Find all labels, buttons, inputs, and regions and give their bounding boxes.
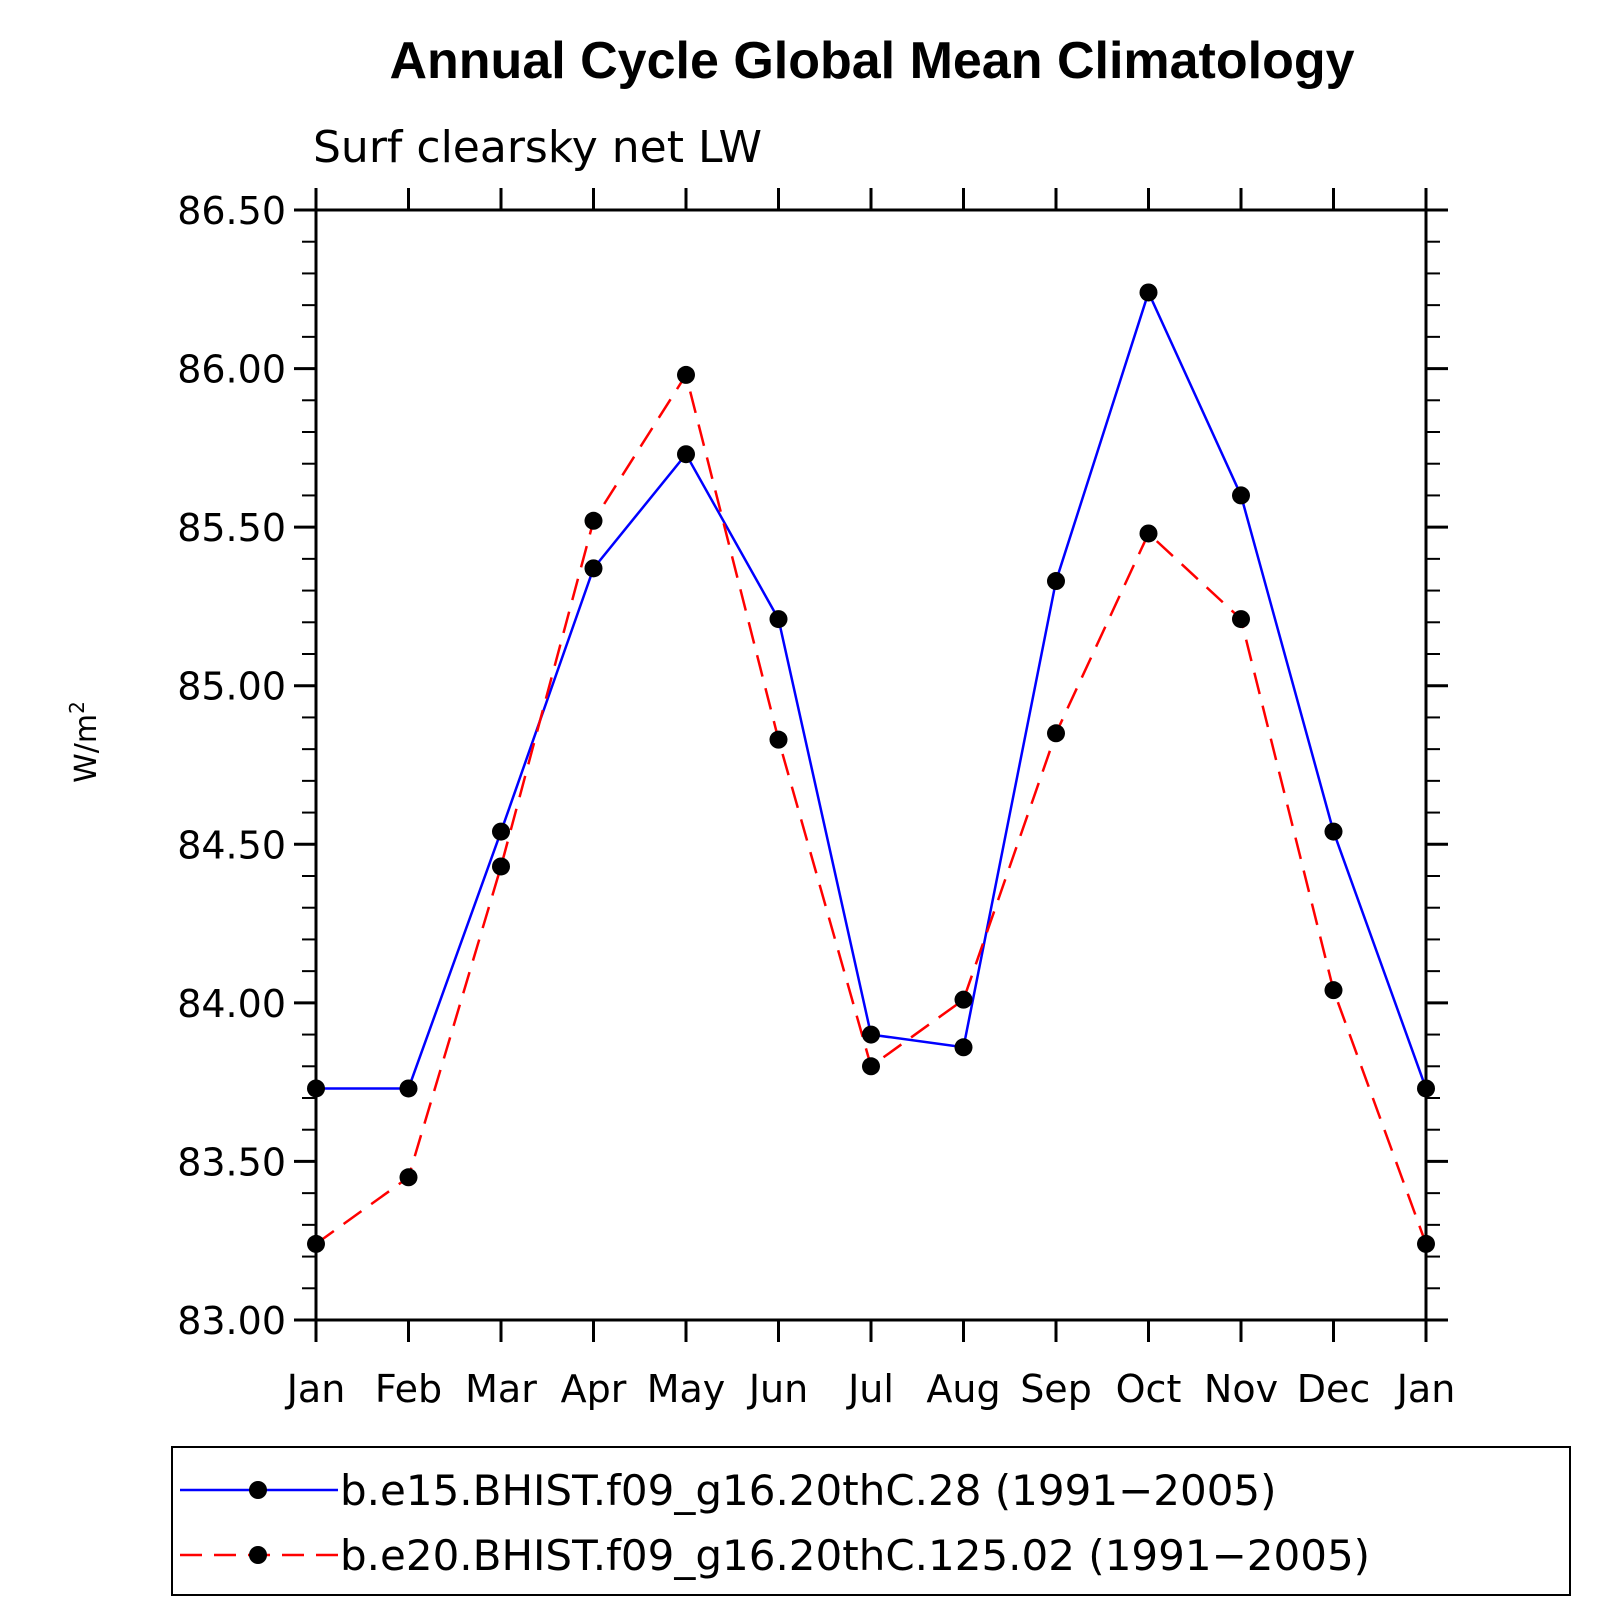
- chart-subtitle: Surf clearsky net LW: [313, 122, 762, 173]
- y-tick-label: 86.50: [177, 189, 286, 233]
- data-point: [584, 511, 603, 530]
- data-point: [399, 1168, 418, 1187]
- data-point: [954, 1038, 973, 1057]
- x-tick-label: Aug: [926, 1367, 1000, 1411]
- data-point: [1139, 283, 1158, 302]
- legend-label: b.e20.BHIST.f09_g16.20thC.125.02 (1991−2…: [340, 1531, 1370, 1580]
- svg-text:W/m2: W/m2: [65, 701, 104, 783]
- data-point: [399, 1079, 418, 1098]
- data-point: [307, 1079, 325, 1098]
- data-point: [677, 365, 695, 384]
- data-point: [1417, 1079, 1435, 1098]
- x-tick-label: Nov: [1204, 1367, 1278, 1411]
- y-axis-label: W/m2: [65, 701, 104, 783]
- x-tick-label: Sep: [1020, 1367, 1092, 1411]
- legend-box: [171, 1446, 1571, 1596]
- y-tick-label: 83.00: [177, 1299, 286, 1343]
- plot-frame: [314, 208, 1428, 1322]
- x-tick-label: Dec: [1297, 1367, 1371, 1411]
- data-point: [1047, 572, 1065, 591]
- legend-marker: [249, 1546, 267, 1564]
- y-tick-labels: 83.00 83.50 84.00 84.50 85.00 85.50 86.00 86.50: [177, 189, 286, 1343]
- y-tick-label: 83.50: [177, 1140, 286, 1184]
- data-point: [1139, 524, 1158, 543]
- y-tick-label: 84.50: [177, 823, 286, 867]
- data-point: [1417, 1234, 1435, 1253]
- x-tick-label: Oct: [1116, 1367, 1182, 1411]
- y-axis-label-text: W/m: [69, 714, 104, 783]
- axis-ticks: [294, 188, 1448, 1342]
- x-tick-label: Apr: [561, 1367, 627, 1411]
- series-markers: [307, 283, 1435, 1253]
- data-point: [1047, 724, 1065, 743]
- data-point: [769, 730, 788, 749]
- legend: b.e15.BHIST.f09_g16.20thC.28 (1991−2005)…: [180, 1466, 1370, 1580]
- x-tick-label: Jan: [285, 1367, 346, 1411]
- data-point: [1232, 610, 1250, 629]
- data-point: [1232, 486, 1250, 505]
- y-tick-label: 84.00: [177, 982, 286, 1026]
- legend-label: b.e15.BHIST.f09_g16.20thC.28 (1991−2005): [340, 1466, 1277, 1515]
- x-tick-label: Jul: [846, 1367, 894, 1411]
- x-tick-label: May: [647, 1367, 726, 1411]
- legend-marker: [249, 1481, 267, 1499]
- y-tick-label: 86.00: [177, 348, 286, 392]
- data-point: [954, 990, 973, 1009]
- x-tick-label: Jun: [747, 1367, 808, 1411]
- data-point: [769, 610, 788, 629]
- y-axis-label-superscript: 2: [65, 701, 89, 714]
- chart-title: Annual Cycle Global Mean Climatology: [389, 32, 1354, 90]
- x-tick-label: Jan: [1395, 1367, 1456, 1411]
- x-tick-label: Feb: [375, 1367, 442, 1411]
- data-point: [862, 1025, 880, 1044]
- y-tick-label: 85.00: [177, 665, 286, 709]
- x-tick-labels: Jan Feb Mar Apr May Jun Jul Aug Sep Oct Nov Dec Jan: [285, 1367, 1456, 1411]
- x-tick-label: Mar: [465, 1367, 537, 1411]
- y-tick-label: 85.50: [177, 506, 286, 550]
- data-point: [677, 445, 695, 464]
- series-lines: [315, 288, 1428, 1245]
- data-point: [1324, 822, 1343, 841]
- data-point: [862, 1057, 880, 1076]
- series-line-2: [315, 371, 1428, 1245]
- data-point: [492, 822, 510, 841]
- data-point: [492, 857, 510, 876]
- data-point: [307, 1234, 325, 1253]
- data-point: [1324, 981, 1343, 1000]
- data-point: [584, 559, 603, 578]
